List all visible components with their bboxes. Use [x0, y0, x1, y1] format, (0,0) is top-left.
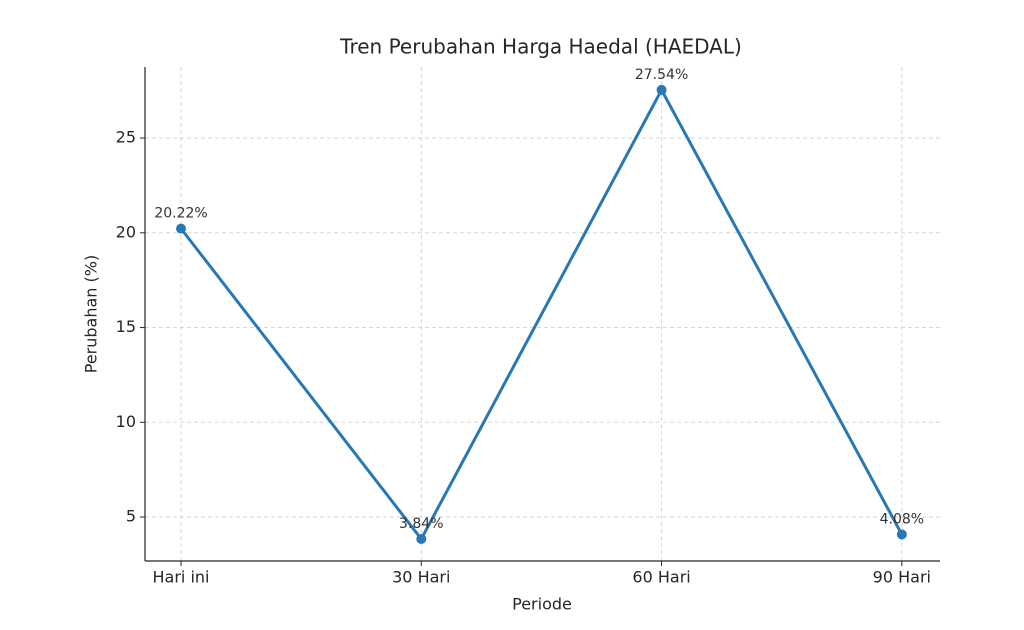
data-point: [176, 223, 187, 234]
data-label: 3.84%: [399, 516, 443, 532]
x-tick-label: 30 Hari: [392, 568, 450, 587]
x-axis-label: Periode: [512, 595, 572, 614]
data-line: [179, 86, 904, 542]
x-tick-label: Hari ini: [153, 568, 210, 587]
data-point: [656, 84, 667, 95]
data-label: 4.08%: [880, 511, 924, 527]
x-tick-label: 90 Hari: [873, 568, 931, 587]
y-tick-label: 25: [116, 128, 136, 147]
y-tick-label: 10: [116, 412, 136, 431]
data-point: [896, 529, 907, 540]
data-label: 27.54%: [635, 67, 688, 83]
y-axis-label: Perubahan (%): [82, 255, 101, 373]
x-tick-label: 60 Hari: [632, 568, 690, 587]
y-tick-label: 20: [116, 222, 136, 241]
y-tick-label: 15: [116, 317, 136, 336]
data-point: [416, 534, 427, 545]
chart-title: Tren Perubahan Harga Haedal (HAEDAL): [339, 35, 742, 59]
data-label: 20.22%: [154, 206, 207, 222]
y-tick-label: 5: [126, 507, 136, 526]
